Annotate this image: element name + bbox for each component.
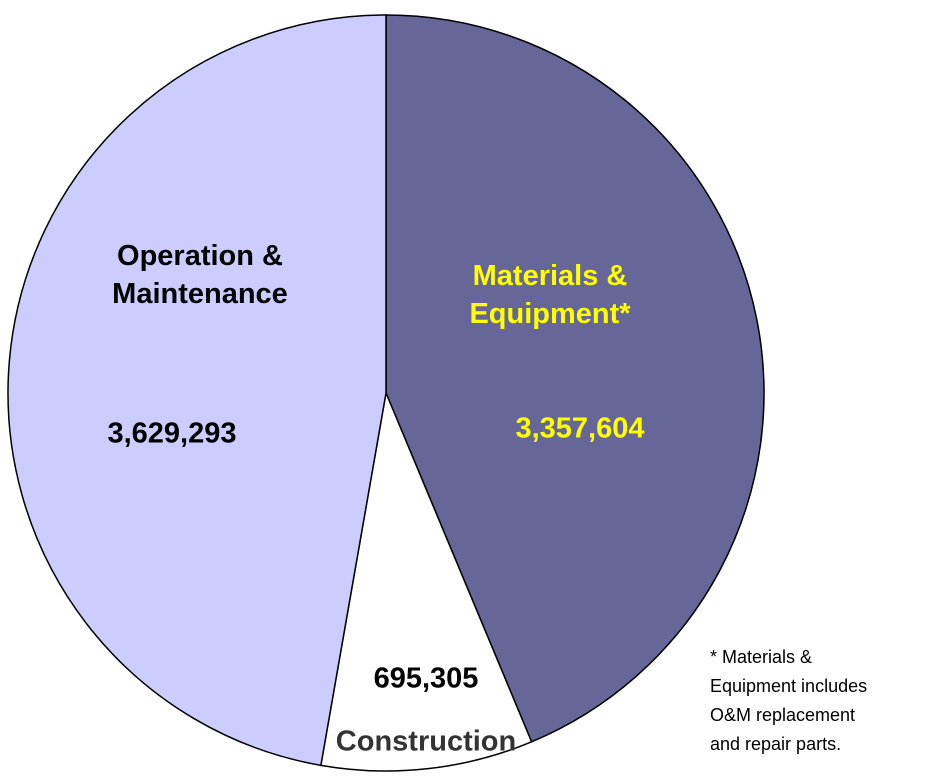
footnote: Equipment includes [710,676,867,696]
slice-label-line: Maintenance [112,278,288,310]
slice-label: Construction [336,726,516,758]
slice-label-line: Equipment* [469,298,631,330]
value-label: 695,305 [374,663,479,695]
pie-slice [385,14,765,743]
footnote: * Materials & [710,647,812,667]
pie-slice [7,14,387,767]
footnote: and repair parts. [710,734,841,754]
footnote: O&M replacement [710,705,855,725]
slice-label-line: Materials & [473,260,628,292]
value-label: 3,357,604 [515,413,644,445]
slice-label-line: Operation & [117,240,283,272]
value-label: 3,629,293 [107,418,236,450]
pie-slice [319,390,533,772]
slice-label: Materials & Equipment* [469,260,631,330]
slice-label: Operation & Maintenance [112,240,288,310]
